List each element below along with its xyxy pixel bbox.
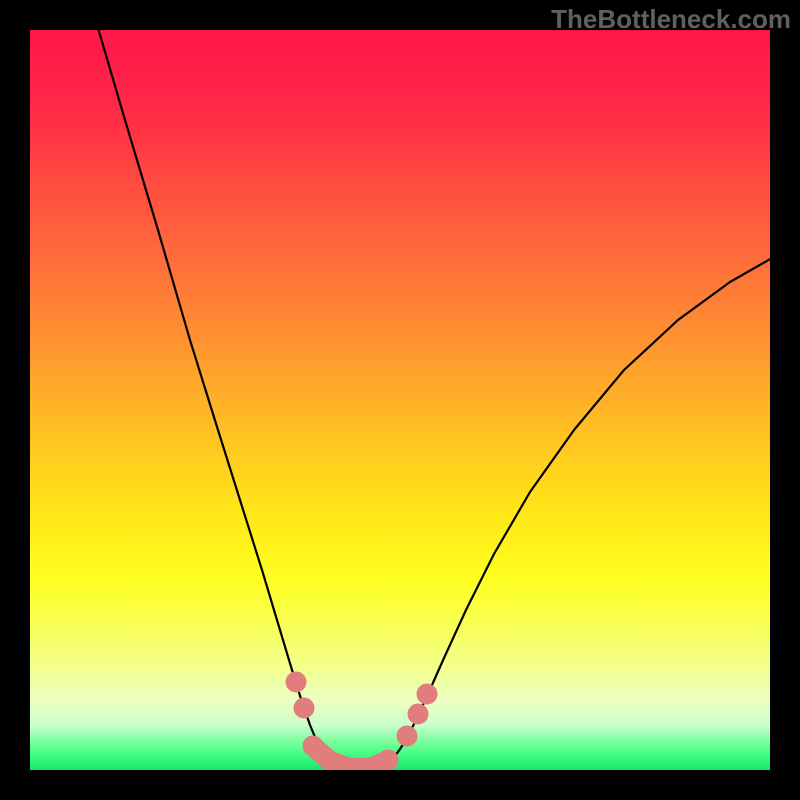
watermark-text: TheBottleneck.com (551, 4, 791, 35)
marker-left-1 (294, 698, 314, 718)
marker-bottom-0 (303, 736, 323, 756)
marker-left-0 (286, 672, 306, 692)
marker-bottom-4 (378, 750, 398, 770)
gradient-plot-area (30, 30, 770, 770)
curve-left-branch (98, 30, 360, 770)
marker-right-1 (408, 704, 428, 724)
marker-bottom-1 (320, 751, 340, 770)
marker-right-2 (417, 684, 437, 704)
bottleneck-curve-chart (30, 30, 770, 770)
chart-frame: TheBottleneck.com (0, 0, 800, 800)
marker-right-0 (397, 726, 417, 746)
